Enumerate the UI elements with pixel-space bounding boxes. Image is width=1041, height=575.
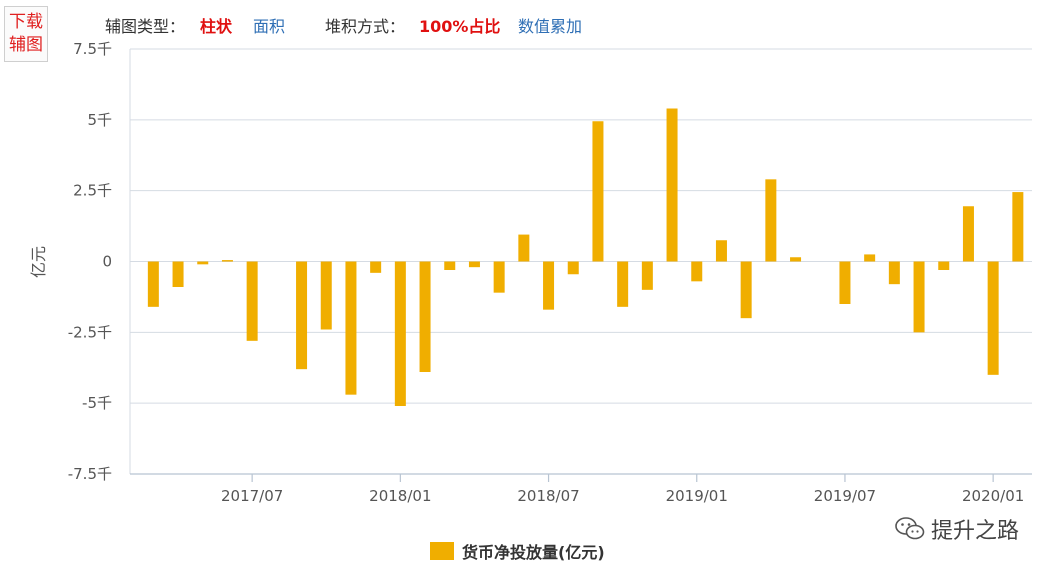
bar bbox=[296, 261, 308, 370]
watermark-text: 提升之路 bbox=[930, 519, 1019, 544]
x-tick-label: 2018/07 bbox=[517, 487, 579, 505]
y-tick-label: 7.5千 bbox=[73, 40, 112, 58]
stack-mode-label: 堆积方式： bbox=[325, 17, 406, 36]
bar bbox=[567, 261, 579, 275]
bar bbox=[888, 261, 900, 285]
y-tick-label: 0 bbox=[102, 253, 112, 271]
bar bbox=[493, 261, 505, 293]
legend-swatch bbox=[430, 542, 454, 560]
bar bbox=[345, 261, 357, 395]
bar bbox=[641, 261, 653, 290]
bar bbox=[765, 179, 777, 262]
y-tick-label: -2.5千 bbox=[68, 323, 112, 341]
download-label-line1: 下载 bbox=[9, 12, 43, 32]
stack-mode-sum-option[interactable]: 数值累加 bbox=[518, 17, 583, 36]
y-axis-title: 亿元 bbox=[29, 246, 48, 278]
bar bbox=[444, 261, 456, 270]
download-label-line2: 辅图 bbox=[9, 35, 43, 55]
y-tick-label: -5千 bbox=[82, 394, 112, 412]
stack-mode-percent-option[interactable]: 100%占比 bbox=[419, 17, 501, 36]
bar bbox=[691, 261, 703, 282]
y-tick-label: -7.5千 bbox=[68, 465, 112, 483]
x-tick-label: 2020/01 bbox=[962, 487, 1024, 505]
y-tick-label: 2.5千 bbox=[73, 182, 112, 200]
bar bbox=[962, 206, 974, 262]
bar bbox=[839, 261, 851, 304]
bar bbox=[913, 261, 925, 333]
bar bbox=[419, 261, 431, 372]
bar bbox=[518, 234, 530, 262]
download-chart-button[interactable]: 下载 辅图 bbox=[4, 6, 48, 62]
bar bbox=[592, 121, 604, 262]
bar bbox=[740, 261, 752, 319]
chart-type-bar-option[interactable]: 柱状 bbox=[200, 17, 233, 36]
bar bbox=[987, 261, 999, 375]
bar bbox=[370, 261, 382, 273]
bar bbox=[320, 261, 332, 330]
x-tick-label: 2019/07 bbox=[814, 487, 876, 505]
bar bbox=[147, 261, 159, 307]
y-tick-label: 5千 bbox=[87, 111, 112, 129]
bar bbox=[543, 261, 555, 310]
bar bbox=[864, 254, 876, 262]
chart-type-label: 辅图类型： bbox=[105, 17, 186, 36]
watermark: 提升之路 bbox=[895, 513, 1019, 545]
bar bbox=[715, 240, 727, 262]
bar bbox=[666, 108, 678, 262]
bar bbox=[468, 261, 480, 268]
x-tick-label: 2017/07 bbox=[221, 487, 283, 505]
bar bbox=[221, 260, 233, 262]
bar bbox=[246, 261, 258, 341]
bar bbox=[617, 261, 629, 307]
chart-legend[interactable]: 货币净投放量(亿元) bbox=[430, 540, 605, 562]
bar bbox=[394, 261, 406, 406]
x-tick-label: 2018/01 bbox=[369, 487, 431, 505]
bar bbox=[1012, 192, 1024, 262]
chart-type-area-option[interactable]: 面积 bbox=[253, 17, 286, 36]
wechat-icon bbox=[895, 517, 925, 540]
legend-label: 货币净投放量(亿元) bbox=[462, 543, 605, 562]
bar bbox=[938, 261, 950, 270]
bar bbox=[172, 261, 184, 287]
bar bbox=[197, 261, 209, 265]
x-tick-label: 2019/01 bbox=[666, 487, 728, 505]
bar bbox=[790, 257, 802, 262]
